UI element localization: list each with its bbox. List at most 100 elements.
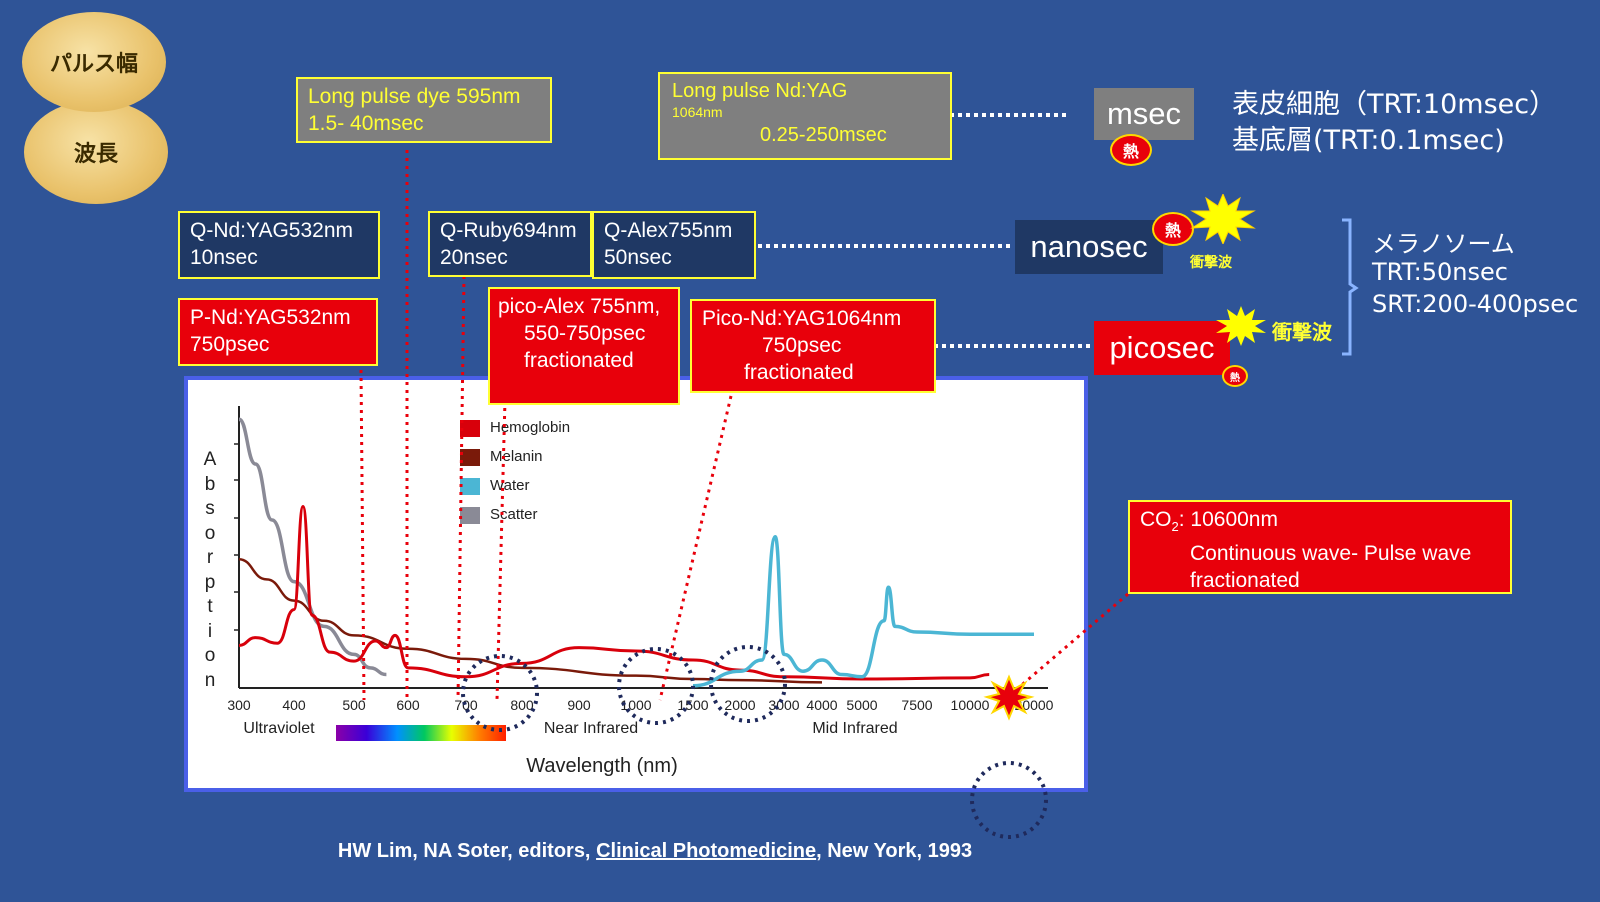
nanosec-heat-text: 熱: [1164, 221, 1181, 240]
q-ndyag-box: Q-Nd:YAG532nm 10nsec: [178, 211, 380, 279]
pico-ndyag-line2: 750psec: [762, 334, 842, 357]
nanosec-tag: nanosec: [1015, 220, 1163, 274]
citation: HW Lim, NA Soter, editors, Clinical Phot…: [0, 840, 1310, 863]
co2-line1-b: : 10600nm: [1178, 508, 1278, 531]
co2-line1: CO2: 10600nm: [1140, 506, 1500, 540]
y-axis-label-letter: p: [204, 571, 216, 593]
citation-book: Clinical Photomedicine: [596, 840, 817, 862]
pico-ndyag-line1: Pico-Nd:YAG1064nm: [702, 307, 902, 330]
epidermis-note: 表皮細胞（TRT:10msec）: [1232, 89, 1557, 120]
region-label: Ultraviolet: [243, 720, 315, 737]
x-tick-label: 1000: [620, 697, 651, 713]
y-axis-label-letter: n: [204, 669, 216, 691]
absorption-chart-svg: 300 400 500 600 700 800 900 1000 1500 2000 3000 400…: [227, 406, 1054, 777]
co2-box: CO2: 10600nm Continuous wave- Pulse wave…: [1128, 500, 1512, 594]
pico-ndyag-line3: fractionated: [744, 361, 854, 384]
long-pulse-ndyag-line1: Long pulse Nd:YAG: [672, 80, 848, 102]
melanosome-note: メラノソーム: [1372, 230, 1515, 258]
y-axis-label-letter: t: [207, 596, 213, 617]
q-ndyag-line2: 10nsec: [190, 246, 258, 269]
long-pulse-dye-box: Long pulse dye 595nm 1.5- 40msec: [296, 77, 552, 143]
long-pulse-ndyag-line2: 1064nm: [672, 104, 723, 120]
melanosome-bracket: [1342, 218, 1359, 356]
legend-label-hemoglobin: Hemoglobin: [490, 419, 570, 436]
x-tick-label: 5000: [846, 697, 877, 713]
pico-alex-box: pico-Alex 755nm, 550-750psec fractionate…: [488, 287, 680, 405]
legend-label-scatter: Scatter: [490, 506, 538, 523]
x-tick-label: 900: [567, 697, 591, 713]
x-tick-label: 300: [227, 697, 251, 713]
srt-note: SRT:200-400psec: [1372, 290, 1579, 318]
msec-tag: msec: [1094, 88, 1194, 140]
x-tick-label: 600: [396, 697, 420, 713]
x-tick-label: 7500: [901, 697, 932, 713]
q-alex-line1: Q-Alex755nm: [604, 219, 733, 242]
nanosec-shock-label: 衝撃波: [1190, 255, 1232, 271]
nanosec-label: nanosec: [1030, 229, 1148, 264]
picosec-label: picosec: [1109, 330, 1215, 365]
long-pulse-dye-line2: 1.5- 40msec: [308, 112, 424, 135]
x-tick-label: 10000: [951, 697, 990, 713]
q-ruby-line2: 20nsec: [440, 246, 508, 269]
x-tick-label: 700: [454, 697, 478, 713]
x-tick-label: 3000: [768, 697, 799, 713]
legend-swatch-melanin: [460, 449, 480, 466]
visible-spectrum-bar: [336, 725, 506, 741]
pico-ndyag-box: Pico-Nd:YAG1064nm 750psec fractionated: [690, 299, 936, 393]
y-axis-label-letter: r: [206, 547, 214, 568]
x-tick-label: 500: [342, 697, 366, 713]
legend-swatch-hemoglobin: [460, 420, 480, 437]
y-axis-label-letter: A: [203, 449, 217, 470]
x-tick-label: 20000: [1015, 697, 1054, 713]
co2-line1-a: CO: [1140, 508, 1172, 531]
x-tick-label: 2000: [724, 697, 755, 713]
msec-heat-text: 熱: [1122, 142, 1139, 161]
pulse-width-label: パルス幅: [49, 52, 138, 77]
co2-line2: Continuous wave- Pulse wave: [1190, 542, 1472, 566]
pico-alex-line1: pico-Alex 755nm,: [498, 295, 661, 318]
x-tick-label: 400: [282, 697, 306, 713]
pico-alex-line3: fractionated: [524, 349, 634, 372]
long-pulse-ndyag-box: Long pulse Nd:YAG 1064nm 0.25-250msec: [658, 72, 952, 160]
x-tick-label: 4000: [806, 697, 837, 713]
wavelength-label: 波長: [73, 142, 118, 167]
legend-swatch-water: [460, 478, 480, 495]
q-alex-box: Q-Alex755nm 50nsec: [592, 211, 756, 279]
citation-suffix: , New York, 1993: [816, 840, 973, 862]
trt-note: TRT:50nsec: [1372, 258, 1508, 286]
co2-line1-sub: 2: [1171, 519, 1179, 535]
y-axis-label-letter: o: [204, 522, 216, 544]
region-label: Mid Infrared: [812, 720, 897, 737]
picosec-tag: picosec: [1094, 321, 1230, 375]
picosec-shock-icon: [1216, 306, 1266, 346]
long-pulse-ndyag-line3: 0.25-250msec: [760, 124, 887, 146]
msec-label: msec: [1106, 96, 1182, 131]
y-axis-label-letter: o: [204, 645, 216, 666]
picosec-heat-badge: 熱: [1222, 365, 1248, 387]
nanosec-heat-badge: 熱: [1152, 212, 1194, 246]
picosec-shock-label: 衝撃波: [1272, 320, 1332, 344]
x-tick-label: 1500: [677, 697, 708, 713]
absorption-chart: 300 400 500 600 700 800 900 1000 1500 2000 3000 400…: [184, 376, 1088, 792]
y-axis-label-letter: s: [205, 498, 215, 519]
series-water: [692, 535, 1034, 688]
msec-heat-badge: 熱: [1110, 134, 1152, 166]
series-scatter: [238, 417, 387, 677]
legend-label-melanin: Melanin: [490, 448, 543, 465]
q-ndyag-line1: Q-Nd:YAG532nm: [190, 219, 354, 242]
long-pulse-dye-line1: Long pulse dye 595nm: [308, 85, 521, 108]
p-ndyag-line2: 750psec: [190, 333, 270, 356]
co2-line3: fractionated: [1190, 569, 1300, 593]
pico-alex-line2: 550-750psec: [524, 322, 646, 345]
p-ndyag-box: P-Nd:YAG532nm 750psec: [178, 298, 378, 366]
q-alex-line2: 50nsec: [604, 246, 672, 269]
y-axis-label-letter: i: [207, 620, 213, 642]
pulse-width-oval: パルス幅: [22, 12, 166, 112]
picosec-heat-text: 熱: [1230, 372, 1240, 384]
x-tick-label: 800: [510, 697, 534, 713]
wavelength-oval: 波長: [24, 100, 168, 204]
basal-note: 基底層(TRT:0.1msec): [1232, 125, 1505, 156]
region-label: Near Infrared: [544, 720, 638, 737]
